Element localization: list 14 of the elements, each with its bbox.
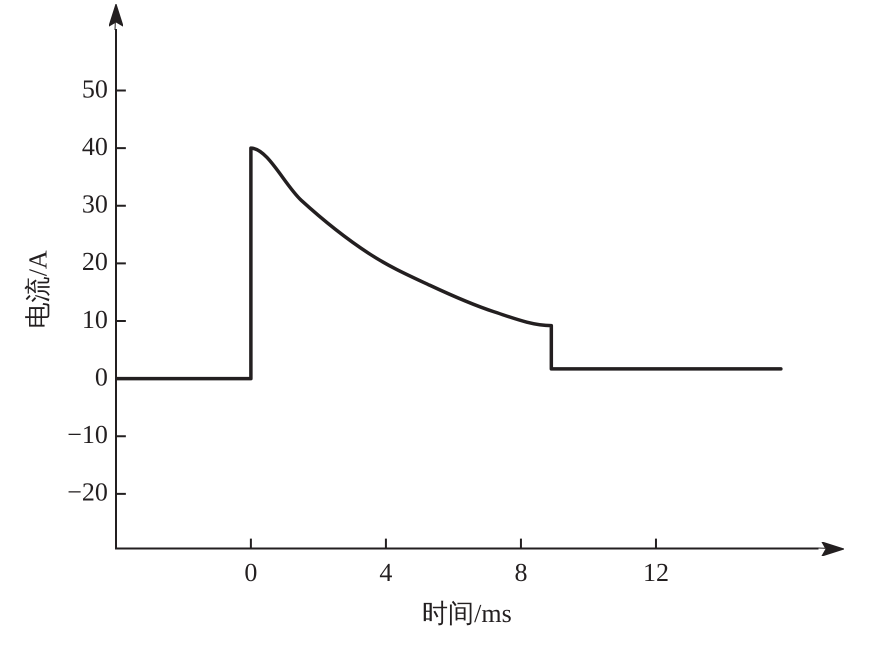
y-tick-label: 30 [82,190,108,219]
x-tick-label: 4 [379,558,392,588]
y-tick-label: 50 [82,74,108,104]
y-tick-label: 0 [94,362,108,392]
y-axis-title: 电流/A [23,250,52,328]
y-tick-label: 40 [82,132,108,161]
y-tick-label: 10 [82,304,108,334]
y-tick-label: −10 [67,420,108,450]
x-axis-title: 时间/ms [422,599,512,628]
y-tick-label: 20 [82,247,108,276]
y-tick-label: −20 [67,478,108,507]
x-tick-label: 8 [514,558,528,588]
x-tick-label: 0 [244,558,258,588]
x-tick-label: 12 [642,558,669,588]
